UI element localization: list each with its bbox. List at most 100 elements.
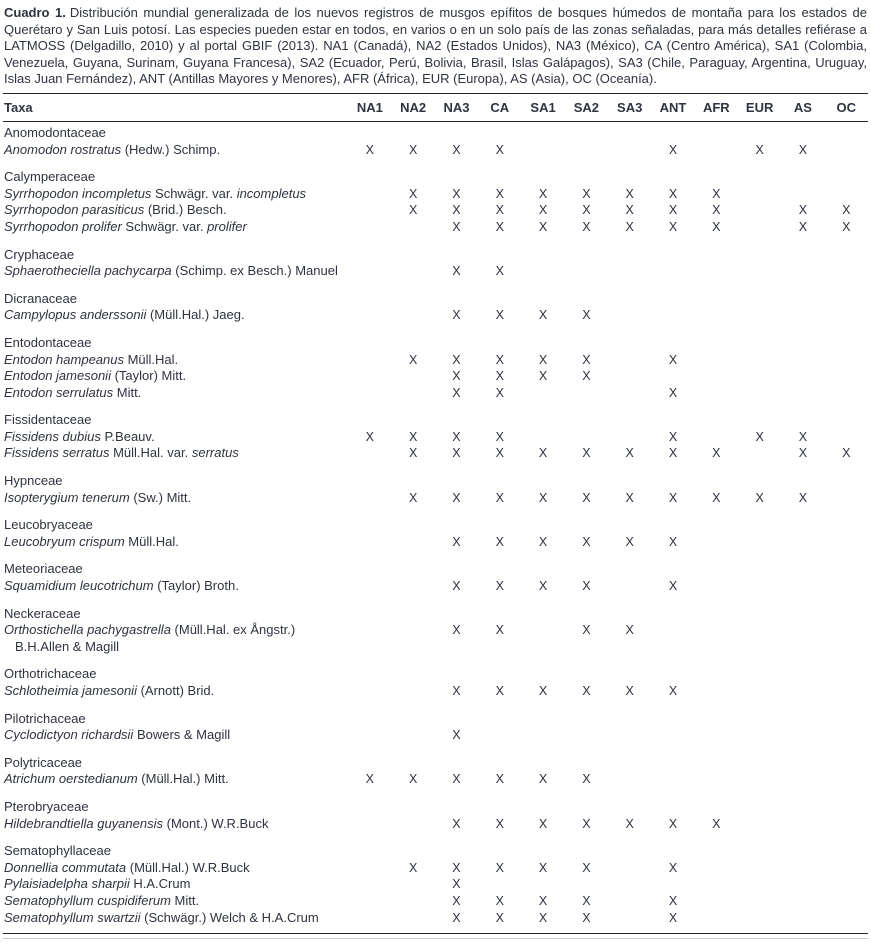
species-row: Anomodon rostratus (Hedw.) Schimp. X X X X X X… bbox=[3, 142, 868, 159]
mark-cell-sa1 bbox=[521, 876, 564, 893]
family-row: Pilotrichaceae bbox=[3, 700, 868, 728]
mark-cell-na1: X bbox=[365, 142, 374, 157]
mark-cell-ca: X bbox=[495, 534, 504, 549]
mark-cell-sa3: X bbox=[625, 186, 634, 201]
mark-cell-as bbox=[781, 578, 824, 595]
mark-cell-sa3: X bbox=[625, 534, 634, 549]
mark-cell-sa2: X bbox=[582, 490, 591, 505]
mark-cell-na3: X bbox=[452, 490, 461, 505]
mark-cell-na1 bbox=[348, 202, 391, 219]
mark-cell-sa2 bbox=[565, 142, 608, 159]
mark-cell-sa2: X bbox=[582, 860, 591, 875]
species-authority: (Taylor) Mitt. bbox=[110, 368, 187, 384]
species-name-italic: Hildebrandtiella guyanensis bbox=[4, 815, 163, 831]
mark-cell-na1: X bbox=[365, 429, 374, 444]
mark-cell-sa2 bbox=[565, 263, 608, 280]
species-name-italic: Anomodon rostratus bbox=[4, 141, 122, 157]
mark-cell-ca: X bbox=[495, 579, 504, 594]
species-authority: Schwägr. var. bbox=[121, 218, 208, 234]
species-name-italic: Fissidens serratus bbox=[4, 445, 110, 461]
species-name-italic: serratus bbox=[191, 445, 239, 461]
mark-cell-na3: X bbox=[452, 579, 461, 594]
mark-cell-na2 bbox=[391, 876, 434, 893]
mark-cell-na1 bbox=[348, 368, 391, 385]
family-name: Pilotrichaceae bbox=[4, 710, 86, 726]
mark-cell-na3: X bbox=[452, 446, 461, 461]
species-row: Atrichum oerstedianum (Müll.Hal.) Mitt. X… bbox=[3, 771, 868, 788]
mark-cell-sa3 bbox=[608, 893, 651, 910]
mark-cell-eur bbox=[738, 893, 781, 910]
mark-cell-ca: X bbox=[495, 860, 504, 875]
mark-cell-na2: X bbox=[408, 772, 418, 787]
mark-cell-ca: X bbox=[495, 684, 504, 698]
species-name-italic: Entodon jamesonii bbox=[4, 368, 111, 384]
family-row: Neckeraceae bbox=[3, 595, 868, 623]
mark-cell-sa1: X bbox=[538, 893, 548, 908]
mark-cell-ant: X bbox=[668, 534, 678, 549]
species-name-italic: Sematophyllum swartzii bbox=[4, 909, 141, 925]
mark-cell-sa3: X bbox=[625, 446, 634, 461]
mark-cell-ca: X bbox=[495, 308, 504, 323]
mark-cell-as bbox=[781, 771, 824, 788]
mark-cell-na1 bbox=[348, 307, 391, 324]
mark-cell-eur bbox=[738, 727, 781, 744]
species-name: Syrrhopodon prolifer Schwägr. var. proli… bbox=[3, 219, 348, 236]
mark-cell-sa3 bbox=[608, 727, 651, 744]
mark-cell-oc bbox=[825, 385, 868, 402]
mark-cell-na2: X bbox=[408, 429, 418, 444]
mark-cell-afr bbox=[695, 368, 738, 385]
mark-cell-eur: X bbox=[755, 429, 764, 444]
mark-cell-ant bbox=[651, 771, 694, 788]
family-name: Pterobryaceae bbox=[4, 798, 89, 814]
mark-cell-eur bbox=[738, 385, 781, 402]
mark-cell-ca: X bbox=[495, 623, 504, 638]
mark-cell-ant bbox=[651, 876, 694, 893]
mark-cell-afr bbox=[695, 307, 738, 324]
mark-cell-afr bbox=[695, 860, 738, 877]
mark-cell-sa2: X bbox=[582, 369, 591, 384]
mark-cell-as bbox=[781, 368, 824, 385]
species-name-italic: Squamidium leucotrichum bbox=[4, 578, 154, 594]
family-row: Orthotrichaceae bbox=[3, 655, 868, 683]
mark-cell-sa2: X bbox=[582, 203, 591, 218]
mark-cell-sa2: X bbox=[582, 308, 591, 323]
mark-cell-na2 bbox=[391, 219, 434, 236]
mark-cell-sa3: X bbox=[625, 490, 634, 505]
mark-cell-sa1: X bbox=[538, 352, 548, 367]
species-row: Squamidium leucotrichum (Taylor) Broth. X… bbox=[3, 578, 868, 595]
mark-cell-ant bbox=[651, 622, 694, 655]
mark-cell-na1 bbox=[348, 490, 391, 507]
mark-cell-afr: X bbox=[712, 203, 721, 218]
mark-cell-na2 bbox=[391, 683, 434, 700]
species-row: Cyclodictyon richardsii Bowers & Magill X bbox=[3, 727, 868, 744]
family-name: Calymperaceae bbox=[4, 169, 96, 185]
mark-cell-sa3 bbox=[608, 352, 651, 369]
mark-cell-ca: X bbox=[495, 446, 504, 461]
species-row: Isopterygium tenerum (Sw.) Mitt. X X X X X X X X… bbox=[3, 490, 868, 507]
mark-cell-sa1: X bbox=[538, 684, 548, 698]
mark-cell-eur bbox=[738, 307, 781, 324]
species-row: Leucobryum crispum Müll.Hal. X X X X X X bbox=[3, 534, 868, 551]
caption-label: Cuadro 1. bbox=[4, 5, 66, 20]
mark-cell-afr bbox=[695, 578, 738, 595]
mark-cell-na1 bbox=[348, 893, 391, 910]
species-row: Sphaerotheciella pachycarpa (Schimp. ex … bbox=[3, 263, 868, 280]
mark-cell-sa2: X bbox=[582, 623, 591, 638]
column-header-na3: NA3 bbox=[434, 92, 479, 122]
mark-cell-oc bbox=[825, 816, 868, 833]
mark-cell-na3: X bbox=[452, 877, 461, 892]
mark-cell-ant: X bbox=[668, 579, 678, 594]
mark-cell-ant: X bbox=[668, 910, 678, 925]
mark-cell-ant: X bbox=[668, 490, 678, 505]
mark-cell-ca: X bbox=[495, 142, 504, 157]
species-row: Entodon jamesonii (Taylor) Mitt. X X X X bbox=[3, 368, 868, 385]
family-name: Sematophyllaceae bbox=[4, 843, 111, 859]
species-authority-continuation: B.H.Allen & Magill bbox=[15, 638, 120, 654]
mark-cell-afr bbox=[695, 429, 738, 446]
mark-cell-sa2 bbox=[565, 385, 608, 402]
mark-cell-ant: X bbox=[668, 219, 678, 234]
mark-cell-sa2: X bbox=[582, 186, 591, 201]
column-header-sa3: SA3 bbox=[608, 92, 652, 122]
mark-cell-sa1 bbox=[521, 263, 564, 280]
